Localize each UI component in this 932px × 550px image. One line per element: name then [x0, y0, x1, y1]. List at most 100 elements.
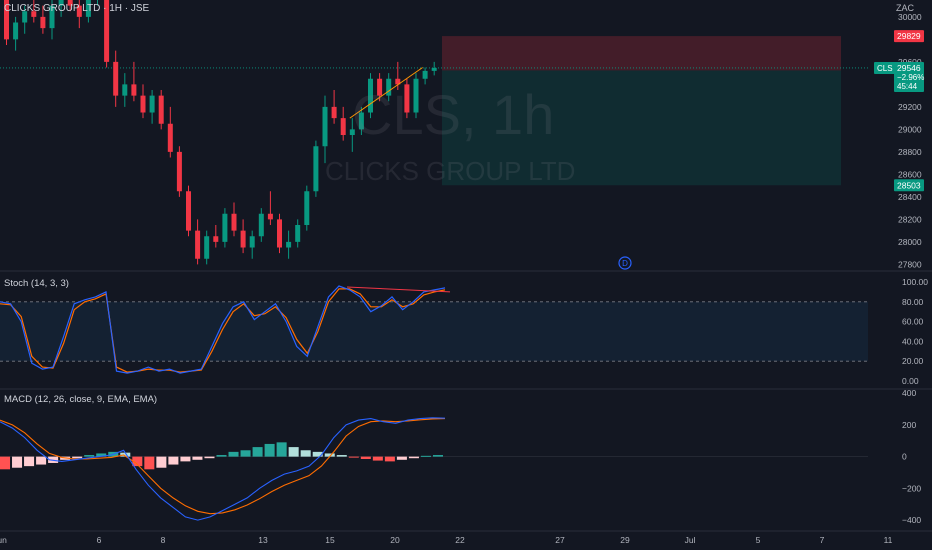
macd-histogram-bar [12, 456, 23, 468]
stoch-d-line [0, 288, 446, 373]
ticker-tag: CLS [877, 64, 893, 73]
macd-line [0, 417, 446, 521]
macd-tick-label: 400 [902, 388, 916, 398]
candle-body [322, 106, 328, 147]
candle-body [58, 0, 64, 6]
time-tick-label: 20 [390, 535, 400, 545]
time-tick-label: 8 [161, 535, 166, 545]
candle-body [231, 213, 237, 231]
candle-body [313, 146, 319, 192]
candle-body [340, 118, 346, 135]
macd-histogram-bar [288, 447, 299, 457]
macd-histogram-bar [0, 456, 11, 470]
target-price-label-bg [894, 179, 924, 192]
candle-body [286, 241, 292, 248]
candle-body [131, 84, 137, 96]
stoch-tick-label: 80.00 [902, 297, 924, 307]
time-tick-label: 7 [820, 535, 825, 545]
macd-histogram-bar [84, 455, 95, 457]
last-price-label: 29546 [897, 63, 921, 73]
stoch-tick-label: 100.00 [902, 277, 928, 287]
dividend-marker-icon [618, 256, 632, 270]
candle-body [67, 0, 73, 6]
macd-histogram-bar [240, 450, 251, 457]
macd-histogram-bar [252, 447, 263, 457]
candle-body [431, 67, 437, 71]
macd-histogram-bar [180, 456, 191, 462]
candle-body [295, 225, 301, 242]
macd-histogram-bar [216, 455, 227, 457]
take-profit-zone [442, 70, 841, 186]
candle-body [195, 230, 201, 259]
watermark-ticker: CLS, 1h [352, 83, 555, 146]
macd-histogram-bar [324, 453, 335, 457]
candle-body [49, 5, 55, 29]
change-label: −2.96% [897, 73, 924, 82]
macd-tick-label: −400 [902, 515, 921, 525]
candle-body [76, 5, 82, 17]
stop-loss-zone [442, 36, 841, 71]
candle-body [4, 0, 9, 40]
candle-body [249, 236, 255, 248]
candle-body [122, 84, 128, 96]
stoch-divergence-line [346, 286, 451, 293]
candle-body [176, 151, 182, 192]
stoch-tick-label: 40.00 [902, 336, 924, 346]
macd-histogram-bar [396, 456, 407, 460]
price-tick-label: 29600 [898, 57, 922, 67]
time-tick-label: 27 [555, 535, 565, 545]
candle-body [186, 191, 191, 231]
stoch-band [0, 301, 868, 362]
macd-histogram-bar [372, 456, 383, 461]
stop-price-label-bg [894, 30, 924, 43]
candle-body [31, 11, 37, 17]
macd-histogram-bar [264, 443, 275, 457]
time-tick-label: Jul [685, 535, 696, 545]
macd-histogram-bar [312, 451, 323, 457]
candle-body [204, 236, 210, 259]
candle-body [13, 22, 19, 40]
time-tick-label: Jun [0, 535, 7, 545]
candle-body [277, 219, 282, 248]
candle-body [404, 84, 410, 113]
stoch-k-line [0, 285, 446, 374]
time-tick-label: 5 [756, 535, 761, 545]
macd-histogram-bar [384, 456, 395, 462]
candle-body [104, 0, 110, 62]
candle-body [158, 95, 164, 124]
candle-body [349, 129, 355, 135]
candle-body [304, 191, 310, 225]
price-tick-label: 28800 [898, 147, 922, 157]
price-tick-label: 29200 [898, 102, 922, 112]
countdown-label: 45:44 [897, 82, 918, 91]
last-price-block [894, 61, 924, 92]
price-tick-label: 28600 [898, 169, 922, 179]
macd-histogram-bar [96, 453, 107, 457]
candle-body [149, 95, 155, 113]
candle-body [40, 16, 46, 29]
stoch-tick-label: 20.00 [902, 356, 924, 366]
price-tick-label: 28400 [898, 192, 922, 202]
time-tick-label: 11 [884, 535, 893, 545]
stoch-label: Stoch (14, 3, 3) [4, 278, 69, 289]
candle-body [377, 78, 383, 96]
macd-histogram-bar [300, 450, 311, 457]
macd-histogram-bar [204, 456, 215, 459]
macd-histogram-bar [336, 455, 347, 457]
dividend-marker-label: D [622, 259, 628, 268]
time-tick-label: 15 [325, 535, 335, 545]
candle-body [222, 213, 228, 242]
macd-signal-line [0, 418, 446, 515]
time-tick-label: 29 [620, 535, 630, 545]
time-tick-label: 13 [258, 535, 268, 545]
candle-body [167, 123, 173, 152]
macd-histogram-bar [408, 456, 419, 459]
candle-body [22, 11, 28, 23]
candle-body [267, 213, 273, 220]
price-tick-label: 28200 [898, 214, 922, 224]
candle-body [113, 61, 119, 96]
candle-body [413, 78, 419, 113]
candle-body [358, 112, 364, 130]
macd-histogram-bar [276, 442, 287, 457]
